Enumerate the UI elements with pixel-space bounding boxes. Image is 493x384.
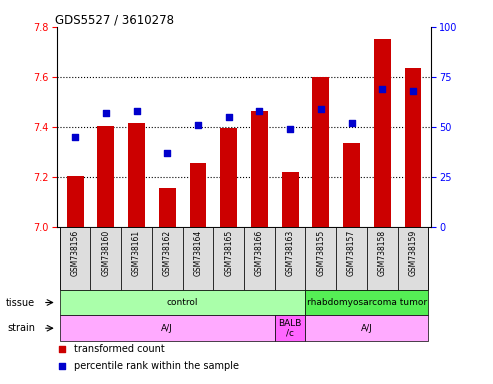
Text: transformed count: transformed count [73,344,164,354]
Bar [306,227,336,290]
Point [133,108,141,114]
Point [163,150,171,156]
Point [255,108,263,114]
Point [225,114,233,120]
Bar [404,68,422,227]
Text: GSM738163: GSM738163 [285,230,295,276]
Bar [397,227,428,290]
Text: GSM738158: GSM738158 [378,230,387,276]
Bar [306,290,428,315]
Text: GSM738160: GSM738160 [102,230,110,276]
Bar [275,315,306,341]
Text: strain: strain [7,323,35,333]
Text: percentile rank within the sample: percentile rank within the sample [73,361,239,371]
Text: BALB
/c: BALB /c [279,318,302,338]
Text: rhabdomyosarcoma tumor: rhabdomyosarcoma tumor [307,298,427,307]
Bar [367,227,397,290]
Text: GSM738161: GSM738161 [132,230,141,276]
Bar [182,227,213,290]
Text: GSM738157: GSM738157 [347,230,356,276]
Text: A/J: A/J [161,324,173,333]
Point [317,106,325,112]
Text: GSM738164: GSM738164 [193,230,203,276]
Text: GSM738165: GSM738165 [224,230,233,276]
Bar [128,123,145,227]
Bar [159,188,176,227]
Bar [306,315,428,341]
Text: GSM738156: GSM738156 [70,230,80,276]
Text: control: control [167,298,198,307]
Point [378,86,386,92]
Text: GDS5527 / 3610278: GDS5527 / 3610278 [55,14,174,27]
Point [58,346,66,352]
Point [58,363,66,369]
Text: GSM738162: GSM738162 [163,230,172,276]
Bar [343,143,360,227]
Bar [67,175,84,227]
Bar [189,163,207,227]
Bar [152,227,182,290]
Bar [251,111,268,227]
Text: GSM738155: GSM738155 [317,230,325,276]
Point [102,110,110,116]
Bar [244,227,275,290]
Bar [121,227,152,290]
Bar [220,128,237,227]
Bar [313,77,329,227]
Bar [60,290,306,315]
Point [286,126,294,132]
Bar [98,126,114,227]
Bar [275,227,306,290]
Bar [374,40,390,227]
Text: tissue: tissue [6,298,35,308]
Bar [60,315,275,341]
Bar [282,172,299,227]
Bar [336,227,367,290]
Point [71,134,79,140]
Bar [213,227,244,290]
Text: A/J: A/J [361,324,373,333]
Text: GSM738166: GSM738166 [255,230,264,276]
Point [348,120,355,126]
Text: GSM738159: GSM738159 [408,230,418,276]
Point [409,88,417,94]
Point [194,122,202,128]
Bar [91,227,121,290]
Bar [60,227,91,290]
